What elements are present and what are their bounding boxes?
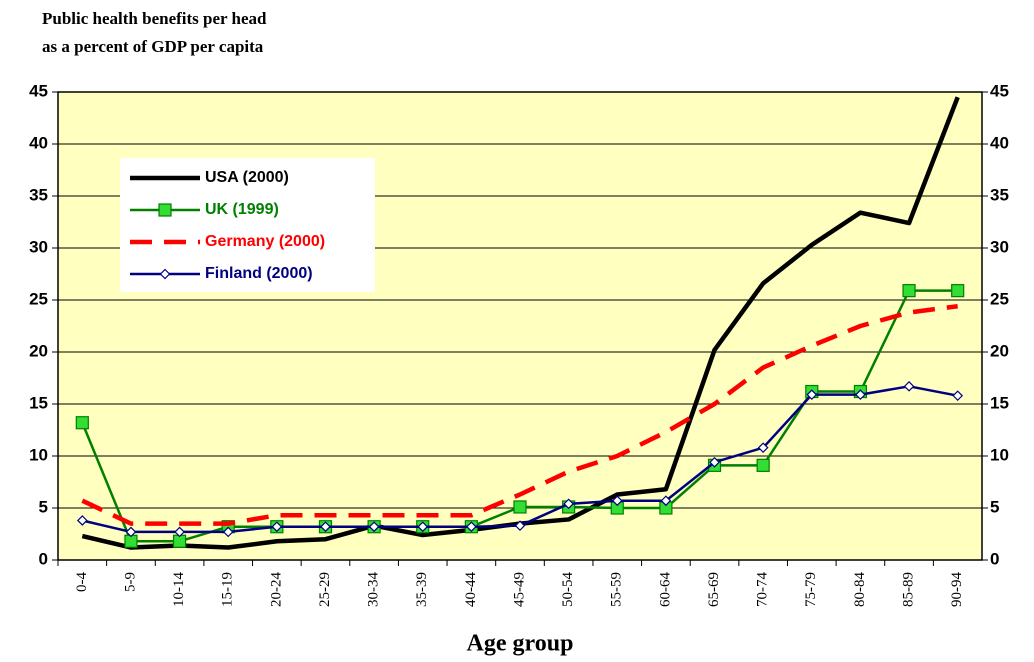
x-tick-label: 40-44 [463, 572, 479, 607]
marker [902, 284, 916, 298]
marker [514, 520, 526, 532]
legend-label: UK (1999) [205, 201, 279, 218]
marker [368, 521, 380, 533]
x-axis-label: Age group [467, 631, 574, 657]
marker [222, 526, 234, 538]
x-tick-label: 5-9 [122, 572, 138, 592]
y2-tick-label: 0 [990, 549, 999, 568]
marker [320, 521, 331, 533]
marker [513, 500, 527, 514]
marker [76, 515, 88, 526]
marker [125, 526, 137, 538]
marker [709, 456, 720, 468]
y-tick-label: 0 [39, 549, 48, 568]
x-tick-label: 70-74 [755, 572, 771, 607]
legend-label: Germany (2000) [205, 233, 325, 250]
y-tick-label: 40 [29, 133, 48, 152]
marker [952, 390, 964, 402]
y2-tick-label: 40 [990, 133, 1009, 152]
marker [611, 495, 623, 507]
y2-tick-label: 15 [990, 393, 1009, 412]
y-tick-label: 20 [29, 341, 48, 360]
x-tick-label: 65-69 [706, 572, 722, 607]
y-tick-label: 25 [29, 289, 48, 308]
x-tick-label: 30-34 [366, 572, 382, 607]
chart-title: Public health benefits per head [42, 9, 267, 28]
y-tick-label: 15 [29, 393, 48, 412]
marker [158, 203, 172, 217]
y-tick-label: 45 [29, 81, 48, 100]
marker [417, 521, 429, 533]
marker [855, 389, 866, 400]
y2-tick-label: 30 [990, 237, 1009, 256]
marker [951, 284, 965, 298]
legend-label: USA (2000) [205, 169, 289, 186]
series-line [81, 304, 958, 526]
x-tick-label: 25-29 [317, 572, 333, 607]
x-tick-label: 10-14 [171, 572, 187, 607]
y-tick-label: 30 [29, 237, 48, 256]
marker [756, 458, 770, 472]
legend-label: Finland (2000) [205, 265, 313, 282]
x-tick-label: 55-59 [609, 572, 625, 607]
marker [757, 442, 769, 454]
x-tick-label: 90-94 [949, 572, 965, 607]
x-tick-label: 50-54 [560, 572, 576, 607]
marker [271, 521, 283, 533]
x-tick-label: 85-89 [900, 572, 916, 607]
x-tick-label: 20-24 [268, 572, 284, 607]
x-tick-label: 35-39 [414, 572, 430, 607]
marker [466, 521, 477, 533]
y-tick-label: 5 [39, 497, 48, 516]
chart-title: as a percent of GDP per capita [42, 37, 264, 56]
marker [563, 498, 574, 510]
x-tick-label: 60-64 [657, 572, 673, 607]
marker [159, 268, 171, 280]
x-tick-label: 80-84 [852, 572, 868, 607]
y-tick-label: 10 [29, 445, 48, 464]
y2-tick-label: 35 [990, 185, 1009, 204]
x-tick-label: 75-79 [803, 572, 819, 607]
marker [903, 380, 915, 392]
marker [660, 495, 672, 507]
y2-tick-label: 45 [990, 81, 1009, 100]
x-tick-label: 45-49 [511, 572, 527, 607]
y2-tick-label: 10 [990, 445, 1009, 464]
y2-tick-label: 5 [990, 497, 999, 516]
legend [120, 158, 375, 292]
marker [806, 389, 818, 400]
marker [174, 526, 185, 538]
y2-tick-label: 25 [990, 289, 1009, 308]
y-tick-label: 35 [29, 185, 48, 204]
y2-tick-label: 20 [990, 341, 1009, 360]
x-tick-label: 15-19 [220, 572, 236, 607]
marker [75, 416, 89, 430]
x-tick-label: 0-4 [74, 572, 90, 592]
